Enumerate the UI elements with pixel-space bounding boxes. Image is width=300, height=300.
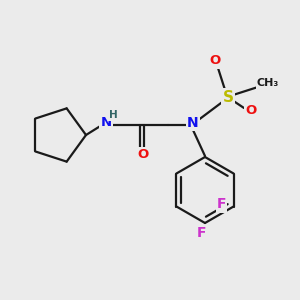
Text: N: N xyxy=(187,116,199,130)
Text: H: H xyxy=(109,110,117,120)
Text: F: F xyxy=(196,226,206,240)
Text: S: S xyxy=(223,89,233,104)
Text: N: N xyxy=(100,116,112,128)
Text: CH₃: CH₃ xyxy=(257,78,279,88)
Text: F: F xyxy=(217,197,226,212)
Text: O: O xyxy=(137,148,148,161)
Text: O: O xyxy=(209,55,220,68)
Text: O: O xyxy=(245,104,256,118)
